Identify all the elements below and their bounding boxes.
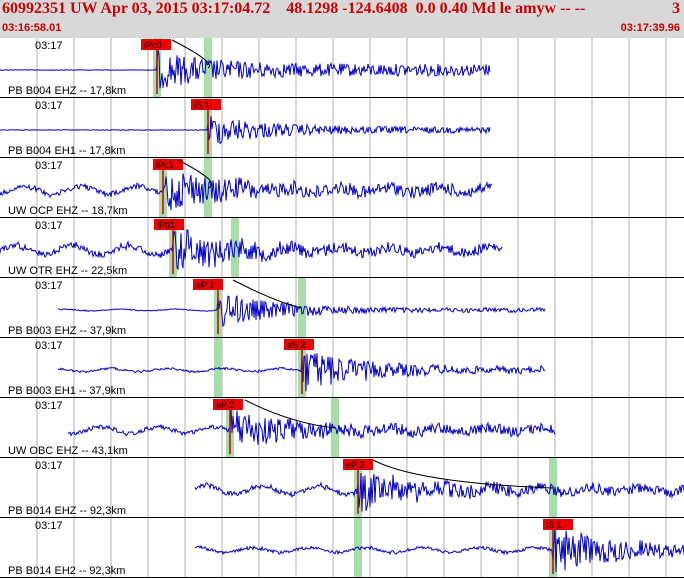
waveform-trace <box>0 173 493 211</box>
waveform-trace <box>0 50 491 89</box>
pick-label-box <box>543 519 573 530</box>
station-label: PB B014 EH2 -- 92,3km <box>8 565 125 577</box>
waveform-trace <box>194 525 684 573</box>
station-label: PB B004 EHZ -- 17,8km <box>8 85 126 97</box>
trace-time-label: 03:17 <box>35 40 63 52</box>
trace-time-label: 03:17 <box>35 160 63 172</box>
pick-label: eP 2 <box>346 460 364 470</box>
travel-time-curve <box>177 159 213 189</box>
end-time: 03:17:39.96 <box>620 22 680 34</box>
pick-label: iS 1 <box>194 100 210 110</box>
seismogram-plot[interactable]: iPc0 03:17 PB B004 EHZ -- 17,8km iS 1 03:17 P… <box>0 38 684 578</box>
waveform-trace <box>194 473 684 512</box>
waveform-trace <box>57 295 546 327</box>
travel-time-curve <box>372 459 554 489</box>
pick-label: iPc0 <box>144 40 162 50</box>
pick-label-box <box>213 399 243 410</box>
event-header: 60992351 UW Apr 03, 2015 03:17:04.72 48.… <box>0 0 684 38</box>
pick-label-box <box>153 159 183 170</box>
pick-label-box <box>284 339 314 350</box>
pick-label-box <box>154 219 184 230</box>
trace-time-label: 03:17 <box>35 100 63 112</box>
travel-time-curve <box>171 39 210 69</box>
pick-label: iPc1 <box>156 160 174 170</box>
start-time: 03:16:58.01 <box>2 22 62 34</box>
trace-time-label: 03:17 <box>35 340 63 352</box>
pick-label-box <box>141 39 171 50</box>
waveform-trace <box>67 407 556 445</box>
pick-label: iPd1 <box>157 220 175 230</box>
station-label: PB B004 EH1 -- 17,8km <box>8 145 125 157</box>
travel-time-curve <box>244 399 336 429</box>
pick-label: eP 2 <box>216 400 234 410</box>
pick-label: eS 2 <box>287 340 306 350</box>
trace-time-label: 03:17 <box>35 460 63 472</box>
pick-label: eP 2 <box>196 280 214 290</box>
waveform-trace <box>0 116 491 145</box>
event-title-suffix: 3 <box>672 0 680 17</box>
station-label: UW OTR EHZ -- 22,5km <box>8 265 127 277</box>
pick-label-box <box>343 459 373 470</box>
event-title: 60992351 UW Apr 03, 2015 03:17:04.72 48.… <box>2 0 586 17</box>
pick-label: iS 1 <box>546 520 562 530</box>
station-label: PB B003 EH1 -- 37,9km <box>8 385 125 397</box>
pick-label-box <box>193 279 223 290</box>
station-label: UW OBC EHZ -- 43,1km <box>8 445 128 457</box>
pick-label-box <box>191 99 221 110</box>
trace-time-label: 03:17 <box>35 280 63 292</box>
trace-time-label: 03:17 <box>35 520 63 532</box>
station-label: PB B014 EHZ -- 92,3km <box>8 505 126 517</box>
trace-time-label: 03:17 <box>35 400 63 412</box>
travel-time-curve <box>232 279 303 309</box>
trace-time-label: 03:17 <box>35 220 63 232</box>
station-label: PB B003 EHZ -- 37,9km <box>8 325 126 337</box>
waveform-trace <box>0 229 503 270</box>
station-label: UW OCP EHZ -- 18,7km <box>8 205 128 217</box>
